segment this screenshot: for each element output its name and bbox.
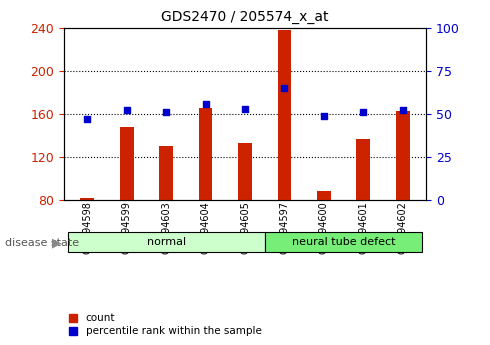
Bar [120, 127, 134, 200]
Bar [159, 146, 173, 200]
Bar [277, 30, 292, 200]
Point [202, 101, 210, 106]
Bar [396, 111, 410, 200]
Bar [80, 198, 94, 200]
Point [320, 113, 328, 118]
Point [399, 108, 407, 113]
Text: ▶: ▶ [51, 236, 61, 249]
Text: normal: normal [147, 237, 186, 247]
Point [280, 85, 288, 91]
FancyBboxPatch shape [265, 232, 422, 253]
Bar [356, 139, 370, 200]
Legend: count, percentile rank within the sample: count, percentile rank within the sample [69, 313, 262, 336]
Point [83, 116, 91, 122]
Text: disease state: disease state [5, 238, 79, 247]
Text: neural tube defect: neural tube defect [292, 237, 395, 247]
Point [241, 106, 249, 111]
FancyBboxPatch shape [68, 232, 265, 253]
Title: GDS2470 / 205574_x_at: GDS2470 / 205574_x_at [161, 10, 329, 24]
Point [359, 109, 367, 115]
Bar [317, 191, 331, 200]
Bar [238, 143, 252, 200]
Point [123, 108, 131, 113]
Bar [198, 108, 213, 200]
Point [162, 109, 170, 115]
